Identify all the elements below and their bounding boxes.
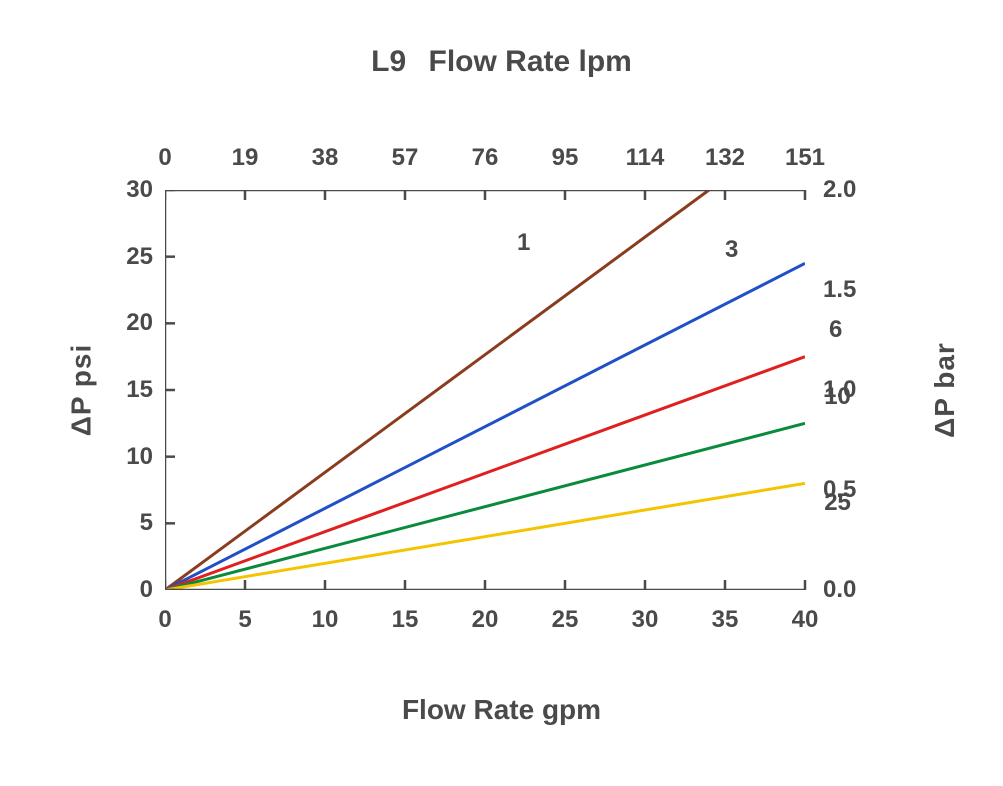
y-left-tick-label: 10 [93, 443, 153, 471]
x-top-tick-label: 114 [605, 144, 685, 172]
series-line [165, 190, 709, 590]
chart-container: L9 Flow Rate lpm ΔP psi ΔP bar Flow Rate… [0, 0, 1003, 786]
top-title-group: L9 Flow Rate lpm [0, 45, 1003, 79]
plot-area [165, 190, 805, 590]
x-bottom-tick-label: 10 [285, 606, 365, 634]
y-left-tick-label: 30 [93, 176, 153, 204]
y-right-tick-label: 0.0 [823, 576, 893, 604]
y-left-tick-label: 15 [93, 376, 153, 404]
y-right-tick-label: 1.5 [823, 276, 893, 304]
x-bottom-tick-label: 5 [205, 606, 285, 634]
series-line [165, 483, 805, 590]
x-top-tick-label: 19 [205, 144, 285, 172]
x-top-tick-label: 57 [365, 144, 445, 172]
plot-svg [165, 190, 865, 590]
series-label: 6 [829, 316, 842, 344]
x-top-tick-label: 95 [525, 144, 605, 172]
right-axis-title: ΔP bar [929, 342, 961, 438]
x-bottom-tick-label: 0 [125, 606, 205, 634]
x-top-tick-label: 151 [765, 144, 845, 172]
x-top-tick-label: 76 [445, 144, 525, 172]
series-label: 3 [725, 236, 738, 264]
top-axis-title: Flow Rate lpm [429, 45, 632, 79]
x-bottom-tick-label: 30 [605, 606, 685, 634]
chart-prefix-label: L9 [371, 45, 406, 79]
x-top-tick-label: 132 [685, 144, 765, 172]
series-line [165, 357, 805, 590]
y-left-tick-label: 20 [93, 309, 153, 337]
x-top-tick-label: 0 [125, 144, 205, 172]
x-top-tick-label: 38 [285, 144, 365, 172]
x-bottom-tick-label: 35 [685, 606, 765, 634]
series-line [165, 423, 805, 590]
series-label: 1 [517, 229, 530, 257]
y-left-tick-label: 0 [93, 576, 153, 604]
y-left-tick-label: 25 [93, 243, 153, 271]
x-bottom-tick-label: 15 [365, 606, 445, 634]
x-bottom-tick-label: 40 [765, 606, 845, 634]
y-left-tick-label: 5 [93, 509, 153, 537]
bottom-axis-title: Flow Rate gpm [0, 694, 1003, 726]
series-label: 25 [824, 489, 851, 517]
series-line [165, 263, 805, 590]
y-right-tick-label: 2.0 [823, 176, 893, 204]
series-label: 10 [824, 383, 851, 411]
x-bottom-tick-label: 25 [525, 606, 605, 634]
x-bottom-tick-label: 20 [445, 606, 525, 634]
